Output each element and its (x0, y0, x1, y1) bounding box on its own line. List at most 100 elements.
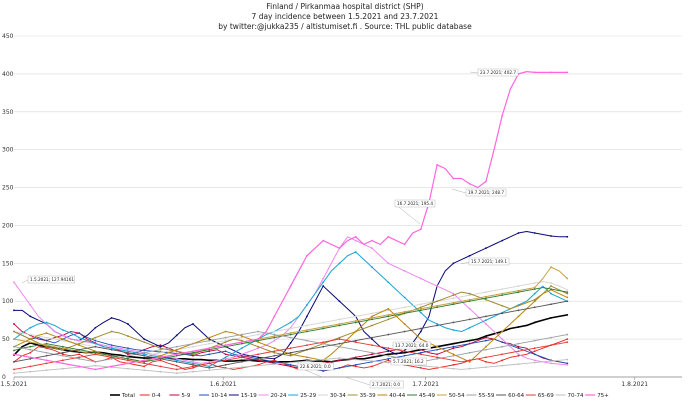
series-point-75+ (240, 341, 243, 344)
series-point-0-4 (273, 359, 276, 362)
series-point-60-64 (468, 318, 471, 321)
series-point-40-44 (306, 356, 308, 359)
series-line-40-44 (13, 289, 568, 363)
series-point-40-44 (175, 348, 178, 351)
series-point-45-49 (224, 345, 227, 348)
series-point-70-74 (208, 369, 211, 372)
callout-leader (344, 376, 371, 386)
series-point-45-49 (517, 291, 520, 294)
series-point-55-59 (94, 360, 97, 363)
series-point-10-14 (338, 367, 341, 369)
series-point-20-24 (224, 357, 227, 360)
series-point-65-69 (45, 362, 48, 365)
series-point-40-44 (566, 296, 569, 299)
series-point-75+ (192, 350, 194, 353)
series-point-35-39 (192, 353, 194, 356)
series-line-75+ (13, 71, 568, 371)
series-point-10-14 (143, 349, 146, 352)
series-point-45-49 (61, 345, 64, 348)
series-point-55-59 (110, 357, 113, 360)
series-point-0-4 (419, 367, 422, 369)
series-point-65-69 (354, 341, 357, 344)
series-point-40-44 (224, 330, 227, 333)
series-point-70-74 (13, 372, 15, 375)
series-point-30-34 (566, 288, 569, 291)
y-tick-label: 100 (2, 298, 14, 305)
series-point-Total (110, 353, 113, 356)
series-point-75+ (13, 353, 15, 356)
series-point-35-39 (159, 347, 162, 350)
series-point-40-44 (533, 300, 536, 303)
series-point-15-19 (452, 262, 455, 265)
series-point-65-69 (306, 344, 308, 347)
series-point-40-44 (452, 353, 455, 356)
series-point-0-4 (371, 365, 373, 368)
series-point-25-29 (371, 266, 373, 269)
y-tick-label: 350 (2, 109, 14, 116)
series-point-30-34 (240, 336, 243, 339)
series-point-15-19 (13, 309, 15, 312)
series-point-65-69 (533, 347, 536, 350)
series-point-45-49 (94, 351, 97, 354)
series-point-45-49 (501, 294, 504, 297)
series-point-0-4 (45, 347, 48, 350)
series-point-60-64 (371, 336, 373, 339)
series-point-45-49 (273, 336, 276, 339)
series-point-75+ (371, 239, 373, 242)
series-point-15-19 (273, 357, 276, 360)
series-point-30-34 (289, 327, 292, 330)
series-point-Total (533, 321, 536, 324)
series-point-70-74 (94, 364, 97, 367)
series-point-55-59 (338, 345, 341, 348)
series-point-60-64 (289, 351, 292, 354)
series-point-65-69 (159, 365, 162, 368)
chart-subtitle: 7 day incidence between 1.5.2021 and 23.… (251, 12, 439, 21)
series-point-45-49 (387, 315, 390, 318)
series-point-60-64 (436, 324, 439, 327)
series-point-60-64 (45, 354, 48, 357)
series-point-70-74 (273, 363, 276, 366)
series-point-45-49 (110, 354, 113, 357)
legend-label-35-39: 35-39 (360, 393, 376, 399)
series-point-75+ (289, 285, 292, 287)
series-point-10-14 (78, 332, 80, 334)
series-point-55-59 (45, 351, 48, 354)
series-point-20-24 (273, 339, 276, 342)
series-point-15-19 (94, 326, 97, 329)
series-point-20-24 (78, 339, 80, 342)
series-point-25-29 (289, 321, 292, 324)
series-point-65-69 (517, 350, 520, 353)
series-point-25-29 (436, 323, 439, 325)
series-point-Total (208, 359, 211, 362)
legend-label-30-34: 30-34 (330, 393, 346, 399)
series-point-35-39 (110, 330, 113, 333)
series-point-15-19 (175, 334, 178, 337)
series-point-35-39 (61, 348, 64, 351)
series-point-25-29 (485, 319, 487, 322)
series-point-10-14 (208, 353, 211, 356)
series-point-60-64 (452, 321, 455, 324)
series-point-10-14 (452, 345, 455, 348)
series-point-20-24 (257, 347, 259, 350)
series-point-60-64 (306, 348, 308, 351)
series-point-30-34 (468, 294, 471, 297)
callout-label: 5.7.2021; 16.2 (393, 359, 424, 364)
series-line-20-24 (13, 236, 568, 366)
series-point-35-39 (224, 341, 227, 344)
series-point-25-29 (110, 347, 113, 350)
series-point-75+ (354, 235, 357, 238)
series-point-70-74 (192, 370, 194, 373)
series-point-55-59 (175, 345, 178, 348)
series-point-0-4 (78, 353, 80, 356)
series-point-70-74 (452, 367, 455, 370)
series-point-60-64 (273, 354, 276, 357)
series-point-0-4 (501, 359, 504, 362)
y-tick-label: 0 (2, 374, 6, 381)
series-point-10-14 (501, 341, 504, 344)
series-point-40-44 (94, 350, 97, 353)
series-point-55-59 (208, 339, 211, 342)
series-point-50-54 (273, 335, 276, 337)
series-point-15-19 (517, 232, 520, 234)
series-point-Total (143, 357, 146, 359)
series-point-65-69 (94, 353, 97, 356)
